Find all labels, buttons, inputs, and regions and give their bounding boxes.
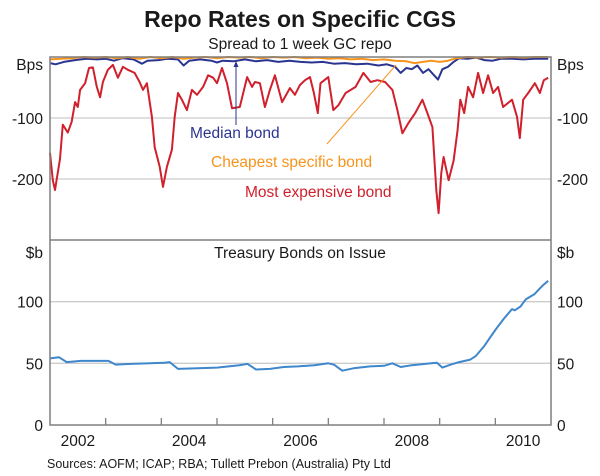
x-tick-label: 2010 [506,433,541,450]
median-annotation-arrowhead [233,61,239,67]
y-tick-label-left: -200 [12,172,43,189]
x-axis-ticks: 2002 2004 2006 2008 2010 [61,418,541,450]
x-tick-label: 2002 [61,433,95,450]
top-panel-grid [50,117,551,180]
bottom-ylabel-right: $b [557,245,574,262]
series-line-bonds [49,279,549,372]
top-ylabel-left: Bps [16,57,43,74]
y-tick-label-left: -100 [12,111,43,128]
bottom-panel-ticks: 0 0 50 50 100 100 [17,295,583,435]
x-tick-label: 2006 [283,433,317,450]
y-tick-label-left: 50 [26,356,44,373]
y-tick-label-right: -100 [557,111,588,128]
y-tick-label-right: 100 [557,295,583,312]
y-tick-label-right: 0 [557,418,566,435]
y-tick-label-left: 100 [17,295,43,312]
x-tick-label: 2008 [395,433,429,450]
plot-frame [49,56,552,426]
chart-subtitle: Spread to 1 week GC repo [208,36,392,53]
most-expensive-annotation-label: Most expensive bond [245,184,391,201]
bottom-panel-lines [49,279,549,372]
series-line-most-expensive [49,63,549,215]
y-tick-label-right: 50 [557,356,575,373]
bottom-ylabel-left: $b [26,245,43,262]
x-tick-label: 2004 [172,433,207,450]
source-note: Sources: AOFM; ICAP; RBA; Tullett Prebon… [47,457,391,471]
cheapest-annotation-label: Cheapest specific bond [211,154,372,171]
y-tick-label-right: -200 [557,172,588,189]
bottom-panel-title: Treasury Bonds on Issue [214,245,386,262]
median-annotation-label: Median bond [190,125,280,142]
bottom-panel-grid [50,301,551,364]
series-line-median [49,56,549,81]
y-tick-label-left: 0 [34,418,43,435]
series-line-cheapest [49,56,549,65]
top-panel-lines [49,56,549,215]
plot-border [49,56,552,426]
chart-title: Repo Rates on Specific CGS [144,6,456,32]
top-panel-ticks: -100 -100 -200 -200 [12,111,588,189]
cheapest-annotation-pointer [326,64,397,145]
top-ylabel-right: Bps [557,57,584,74]
